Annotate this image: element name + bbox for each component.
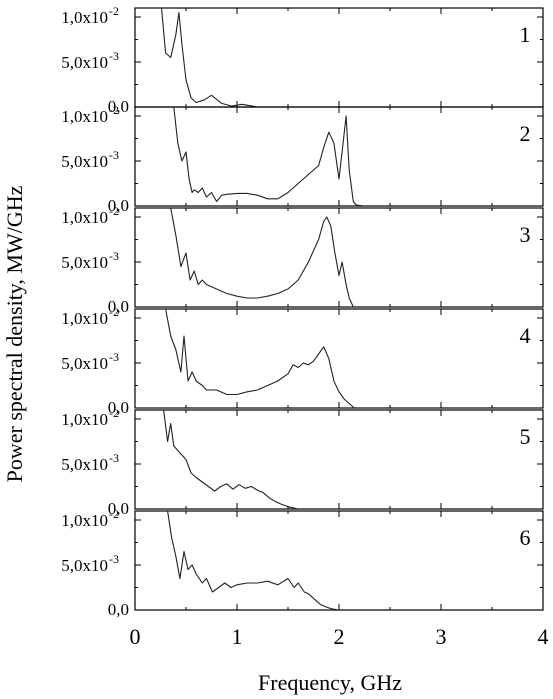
series-line-panel-1 [160, 8, 258, 107]
series-line-panel-2 [173, 107, 365, 206]
x-tick-label: 0 [130, 624, 141, 649]
panel-frame-3 [134, 207, 544, 308]
y-tick-label-zero: 0,0 [108, 196, 129, 215]
y-tick-label-zero: 0,0 [108, 398, 129, 417]
y-tick-label-top-exponent: -2 [109, 305, 119, 319]
y-tick-label-top-exponent: -2 [109, 204, 119, 218]
y-tick-label-top: 1,0x10 [61, 511, 108, 530]
series-line-panel-3 [170, 208, 354, 307]
y-tick-label-top: 1,0x10 [61, 107, 108, 126]
x-tick-label: 4 [538, 624, 549, 649]
y-tick-label-top: 1,0x10 [61, 309, 108, 328]
x-axis-title: Frequency, GHz [258, 670, 402, 695]
y-tick-label-mid-exponent: -3 [109, 552, 119, 566]
panel-frame-5 [134, 409, 544, 510]
panel-number-6: 6 [520, 525, 531, 550]
y-tick-label-mid: 5,0x10 [61, 152, 108, 171]
panels-group: 0,05,0x10 -31,0x10 -210,05,0x10 -31,0x10 -22… [61, 4, 544, 619]
series-line-panel-4 [165, 309, 355, 408]
y-tick-label-mid: 5,0x10 [61, 53, 108, 72]
panel-5: 0,05,0x10 -31,0x10 -25 [61, 406, 544, 518]
panel-number-3: 3 [520, 222, 531, 247]
series-line-panel-6 [167, 511, 340, 610]
panel-6: 0,0 5,0x10 -3 1,0x10 -2 6 [61, 507, 544, 619]
y-tick-label-top: 1,0x10 [61, 8, 108, 27]
y-tick-label-top-exponent: -2 [109, 103, 119, 117]
y-tick-label-zero: 0,0 [108, 499, 129, 518]
panel-number-4: 4 [520, 323, 531, 348]
y-tick-label-top-exponent: -2 [109, 406, 119, 420]
y-axis-title: Power spectral density, MW/GHz [2, 185, 27, 482]
x-tick-label: 1 [232, 624, 243, 649]
y-tick-label-top: 1,0x10 [61, 208, 108, 227]
panel-frame-6 [134, 510, 544, 611]
x-tick-label: 3 [436, 624, 447, 649]
y-tick-label-mid: 5,0x10 [61, 455, 108, 474]
series-line-panel-5 [163, 410, 299, 509]
y-tick-label-mid: 5,0x10 [61, 556, 108, 575]
panel-4: 0,05,0x10 -31,0x10 -24 [61, 305, 544, 417]
y-tick-label-mid-exponent: -3 [109, 249, 119, 263]
y-tick-label-top: 1,0x10 [61, 410, 108, 429]
panel-frame-4 [134, 308, 544, 409]
y-tick-label-mid-exponent: -3 [109, 350, 119, 364]
panel-frame-1 [134, 7, 544, 108]
y-tick-label-zero: 0,0 [108, 97, 129, 116]
panel-number-5: 5 [520, 424, 531, 449]
panel-number-1: 1 [520, 22, 531, 47]
y-tick-label-mid: 5,0x10 [61, 354, 108, 373]
panel-3: 0,05,0x10 -31,0x10 -23 [61, 204, 544, 316]
panel-number-2: 2 [520, 121, 531, 146]
panel-2: 0,05,0x10 -31,0x10 -22 [61, 103, 544, 215]
y-tick-label-mid-exponent: -3 [109, 451, 119, 465]
y-tick-label-mid-exponent: -3 [109, 148, 119, 162]
x-axis: 0 1 2 3 4 [130, 624, 549, 649]
y-tick-label-zero: 0,0 [108, 297, 129, 316]
y-tick-label-top-exponent: -2 [109, 507, 119, 521]
y-tick-label-mid-exponent: -3 [109, 49, 119, 63]
x-tick-label: 2 [334, 624, 345, 649]
y-tick-label-zero: 0,0 [108, 600, 129, 619]
y-tick-label-mid: 5,0x10 [61, 253, 108, 272]
y-tick-label-top-exponent: -2 [109, 4, 119, 18]
panel-1: 0,05,0x10 -31,0x10 -21 [61, 4, 544, 116]
